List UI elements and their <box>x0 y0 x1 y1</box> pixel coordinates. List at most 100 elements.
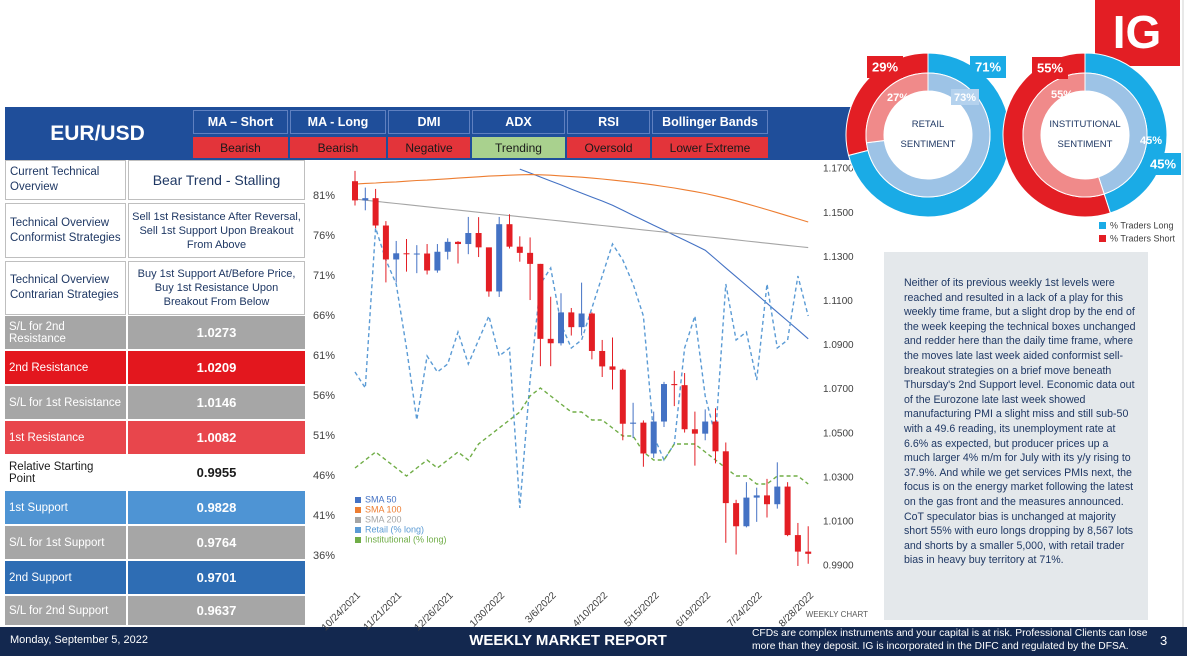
candle-body <box>362 198 369 201</box>
candle-body <box>753 495 760 498</box>
legend-label: Institutional (% long) <box>365 534 447 544</box>
indicator-signal: Oversold <box>567 137 650 158</box>
value-label-box <box>1032 57 1068 79</box>
candle-body <box>372 198 379 226</box>
indicator-name: Bollinger Bands <box>652 110 768 134</box>
chart-area <box>308 160 873 626</box>
candle-body <box>578 313 585 328</box>
legend-label: % Traders Short <box>1110 233 1176 243</box>
chart-annotation: WEEKLY CHART <box>806 610 868 619</box>
candle-body <box>506 224 513 247</box>
y-tick-label: 61% <box>313 350 335 362</box>
candle-body <box>805 551 812 554</box>
legend-swatch <box>355 537 361 543</box>
level-label: S/L for 2nd Resistance <box>5 316 126 349</box>
candle-body <box>516 246 523 253</box>
series-line <box>519 168 809 340</box>
candle-body <box>413 253 420 255</box>
candle-body <box>619 369 626 424</box>
y-tick-label: 71% <box>313 270 335 282</box>
overview-label: Technical Overview Conformist Strategies <box>5 203 126 258</box>
value-label: 27% <box>887 92 909 104</box>
donut-title: RETAIL SENTIMENT <box>900 119 956 150</box>
candle-body <box>558 312 564 344</box>
y2-tick-label: 1.0900 <box>823 340 854 351</box>
y-tick-label: 41% <box>313 510 335 522</box>
candle-body <box>485 247 492 292</box>
y2-tick-label: 1.0500 <box>823 428 854 439</box>
donut-segment <box>865 72 991 198</box>
indicator-name: MA – Short <box>193 110 288 134</box>
indicator-name: ADX <box>472 110 565 134</box>
legend-swatch <box>355 527 361 533</box>
value-label: 29% <box>872 59 898 74</box>
value-label-box <box>867 56 903 78</box>
candle-body <box>784 486 791 536</box>
footer-bar <box>0 627 1187 656</box>
legend-swatch <box>355 497 361 503</box>
level-value: 1.0146 <box>128 386 305 419</box>
donut-title: INSTITUTIONAL SENTIMENT <box>1049 119 1121 150</box>
donut-segment <box>1022 72 1105 198</box>
series-line <box>354 387 809 485</box>
candle-body <box>702 421 709 434</box>
overview-label: Technical Overview Contrarian Strategies <box>5 261 126 315</box>
footer-title: WEEKLY MARKET REPORT <box>469 632 667 649</box>
candle-body <box>630 422 637 424</box>
value-label: 45% <box>1140 135 1162 147</box>
indicator-signal: Negative <box>388 137 470 158</box>
value-label-box <box>951 89 979 105</box>
value-label-box <box>1145 153 1181 175</box>
candle-body <box>712 421 719 452</box>
candle-body <box>496 224 503 292</box>
candle-body <box>650 421 657 454</box>
candle-body <box>671 384 678 386</box>
legend-label: SMA 100 <box>365 504 402 514</box>
candle-body <box>661 384 667 422</box>
candle-body <box>434 251 441 271</box>
candle-body <box>403 253 410 255</box>
candle-body <box>691 429 698 434</box>
candle-body <box>382 225 389 260</box>
level-value: 1.0209 <box>128 351 305 384</box>
value-label: 55% <box>1037 60 1063 75</box>
level-label: 1st Resistance <box>5 421 126 454</box>
candle-body <box>743 497 750 527</box>
candle-body <box>547 338 554 344</box>
candle-body <box>640 422 647 454</box>
legend-swatch <box>1099 222 1106 229</box>
y-tick-label: 46% <box>313 470 335 482</box>
y-tick-label: 76% <box>313 230 335 242</box>
level-value: 0.9637 <box>128 596 305 625</box>
candle-body <box>774 486 781 505</box>
y-tick-label: 66% <box>313 310 335 322</box>
legend-swatch <box>1099 235 1106 242</box>
y2-tick-label: 0.9900 <box>823 561 854 572</box>
level-label: Relative Starting Point <box>5 456 126 489</box>
candle-body <box>681 385 688 430</box>
candle-body <box>733 503 740 527</box>
candle-body <box>794 535 801 552</box>
series-line <box>354 227 809 509</box>
candle-body <box>609 366 616 370</box>
footer-disclaimer: CFDs are complex instruments and your ca… <box>752 628 1148 652</box>
indicator-name: MA - Long <box>290 110 386 134</box>
candle-body <box>764 495 770 505</box>
legend-label: SMA 200 <box>365 514 402 524</box>
y-tick-label: 81% <box>313 190 335 202</box>
candle-body <box>537 263 544 339</box>
footer-date: Monday, September 5, 2022 <box>10 634 148 646</box>
y2-tick-label: 1.1700 <box>823 164 854 175</box>
logo: IG <box>1113 6 1162 58</box>
candle-body <box>722 451 729 504</box>
level-value: 0.9701 <box>128 561 305 594</box>
level-label: 2nd Support <box>5 561 126 594</box>
level-label: 1st Support <box>5 491 126 524</box>
y2-tick-label: 1.1100 <box>823 296 853 307</box>
value-label: 71% <box>975 59 1001 74</box>
legend-label: % Traders Long <box>1110 220 1174 230</box>
y2-tick-label: 1.0300 <box>823 472 854 483</box>
indicator-signal: Bearish <box>193 137 288 158</box>
candle-body <box>455 241 461 245</box>
